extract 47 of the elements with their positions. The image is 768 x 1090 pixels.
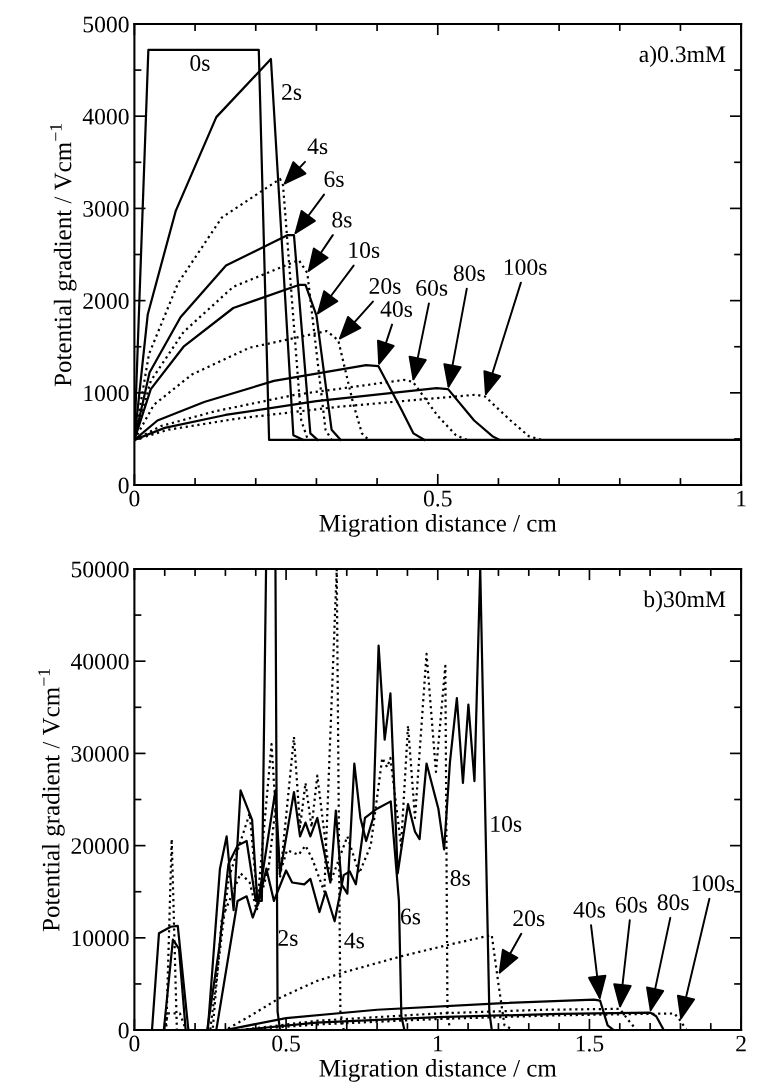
y-tick-label: 30000	[71, 745, 129, 762]
annotation: 20s	[513, 910, 545, 927]
x-tick-label: 1	[433, 1035, 443, 1052]
y-tick-label: 4000	[82, 108, 129, 125]
y-tick-label: 3000	[83, 200, 129, 217]
annotation: 80s	[453, 265, 485, 282]
annotation: 100s	[692, 875, 735, 892]
annotation: 8s	[450, 869, 470, 886]
annotation: 40s	[573, 901, 605, 918]
x-tick-label: 0	[129, 490, 140, 507]
annotation: 6s	[324, 171, 344, 188]
annotation: 2s	[282, 84, 302, 100]
x-tick-label: 2	[736, 1035, 746, 1052]
x-axis-title: Migration distance / cm	[319, 514, 557, 537]
annotation: 10s	[349, 242, 380, 259]
annotation: a)0.3mM	[639, 45, 726, 67]
x-tick-label: 0.5	[423, 490, 452, 507]
y-tick-label: 1000	[84, 385, 129, 402]
x-tick-label: 1.5	[576, 1035, 604, 1052]
annotation: 100s	[504, 259, 547, 276]
annotation: 8s	[332, 211, 352, 228]
annotation: 80s	[657, 894, 689, 911]
y-tick-label: 10000	[72, 930, 129, 947]
annotation: 4s	[344, 932, 364, 949]
annotation: 20s	[369, 278, 401, 294]
y-axis-title: Potential gradient / Vcm$^{−1}$	[38, 669, 65, 932]
y-tick-label: 20000	[71, 838, 129, 855]
x-axis-title: Migration distance / cm	[319, 1059, 557, 1082]
annotation: 0s	[190, 54, 210, 71]
y-tick-label: 5000	[83, 16, 129, 33]
x-tick-label: 0.5	[272, 1035, 300, 1052]
x-tick-label: 0	[129, 1035, 140, 1052]
annotation: b)30mM	[643, 590, 726, 612]
annotation: 60s	[416, 279, 448, 296]
annotation: 6s	[400, 908, 421, 925]
y-tick-label: 50000	[71, 561, 129, 578]
annotation: 10s	[491, 815, 522, 832]
y-tick-label: 0	[118, 477, 129, 494]
annotation: 40s	[380, 301, 413, 318]
annotation: 60s	[615, 896, 647, 913]
y-axis-title: Potential gradient / Vcm$^{−1}$	[50, 124, 77, 387]
annotation: 4s	[307, 138, 328, 155]
y-tick-label: 0	[118, 1022, 129, 1039]
y-tick-label: 2000	[83, 293, 129, 310]
y-tick-label: 40000	[70, 653, 129, 670]
x-tick-label: 1	[737, 490, 746, 507]
annotation: 2s	[278, 930, 298, 946]
